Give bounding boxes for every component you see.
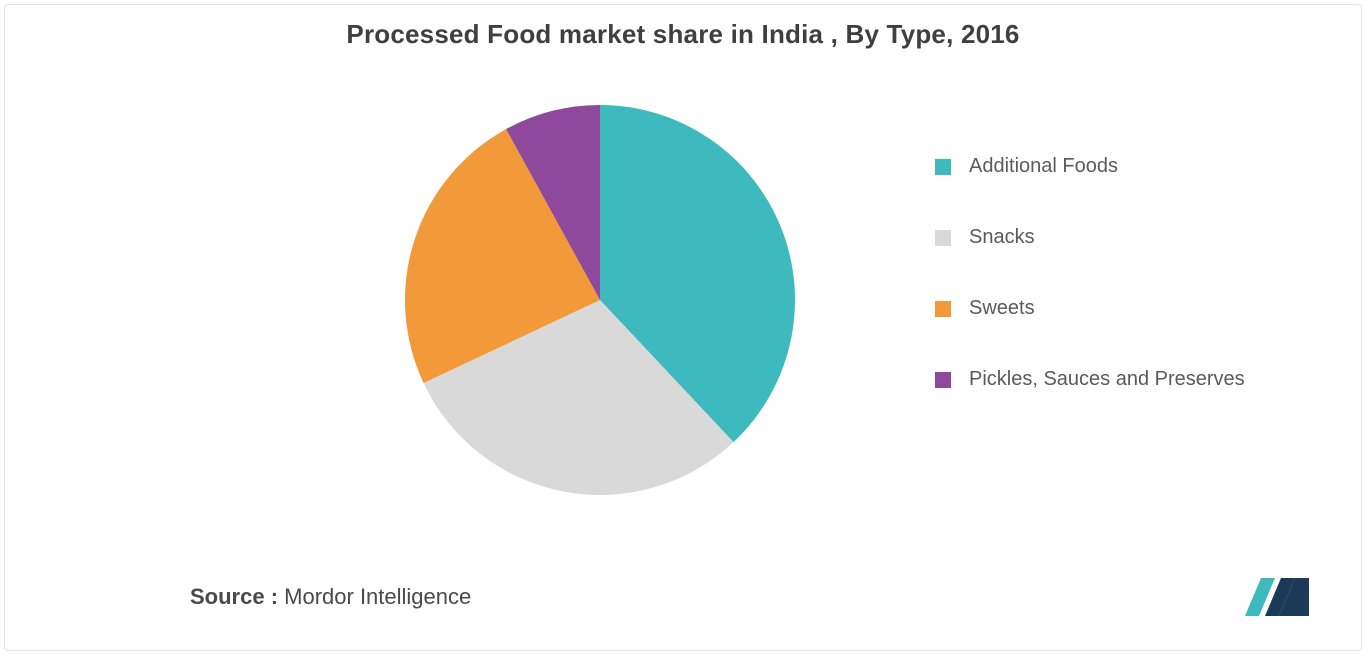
source-line: Source : Mordor Intelligence xyxy=(190,584,471,610)
source-text: Mordor Intelligence xyxy=(278,584,471,609)
legend-item: Pickles, Sauces and Preserves xyxy=(935,368,1315,391)
legend-label: Pickles, Sauces and Preserves xyxy=(969,368,1245,391)
legend-label: Sweets xyxy=(969,297,1035,320)
legend-item: Sweets xyxy=(935,297,1315,320)
chart-title: Processed Food market share in India , B… xyxy=(5,19,1361,50)
legend-swatch xyxy=(935,159,951,175)
chart-frame: Processed Food market share in India , B… xyxy=(4,4,1362,651)
legend-swatch xyxy=(935,372,951,388)
legend-swatch xyxy=(935,301,951,317)
legend: Additional Foods Snacks Sweets Pickles, Sau… xyxy=(935,155,1315,439)
pie-chart xyxy=(400,100,800,500)
legend-item: Snacks xyxy=(935,226,1315,249)
brand-logo xyxy=(1241,572,1313,620)
source-label: Source : xyxy=(190,584,278,609)
legend-item: Additional Foods xyxy=(935,155,1315,178)
legend-label: Additional Foods xyxy=(969,155,1118,178)
legend-swatch xyxy=(935,230,951,246)
legend-label: Snacks xyxy=(969,226,1035,249)
